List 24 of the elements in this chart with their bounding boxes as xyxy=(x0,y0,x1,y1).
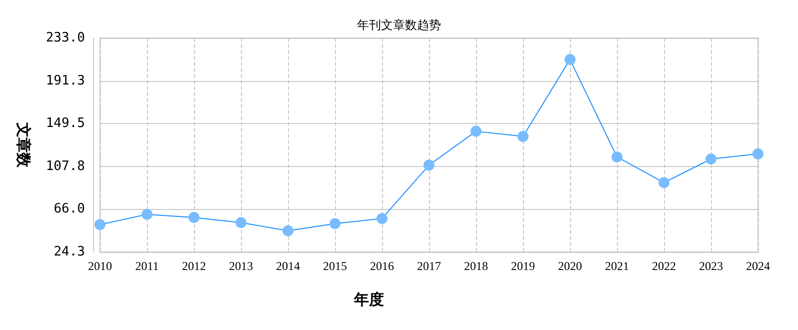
x-tick-label: 2011 xyxy=(135,259,159,273)
y-axis-title: 文章数 xyxy=(14,122,32,168)
x-tick-label: 2017 xyxy=(417,259,441,273)
x-tick-label: 2018 xyxy=(464,259,488,273)
x-tick-label: 2024 xyxy=(746,259,770,273)
x-axis-title: 年度 xyxy=(353,290,384,308)
chart-title: 年刊文章数趋势 xyxy=(357,18,441,32)
x-tick-label: 2021 xyxy=(605,259,629,273)
y-tick-label: 191.3 xyxy=(46,73,85,88)
x-tick-label: 2016 xyxy=(370,259,394,273)
x-tick-label: 2012 xyxy=(182,259,206,273)
x-tick-label: 2014 xyxy=(276,259,300,273)
x-tick-label: 2023 xyxy=(699,259,723,273)
x-tick-label: 2013 xyxy=(229,259,253,273)
y-tick-label: 149.5 xyxy=(46,116,85,132)
y-tick-label: 24.3 xyxy=(54,244,85,260)
x-tick-label: 2020 xyxy=(558,259,582,273)
x-tick-label: 2019 xyxy=(511,259,535,273)
x-tick-label: 2015 xyxy=(323,259,347,273)
y-tick-label: 107.8 xyxy=(46,158,85,174)
x-tick-label: 2022 xyxy=(652,259,676,273)
x-tick-label: 2010 xyxy=(88,259,112,273)
y-tick-label: 233.0 xyxy=(46,30,85,46)
y-tick-label: 66.0 xyxy=(54,202,85,217)
